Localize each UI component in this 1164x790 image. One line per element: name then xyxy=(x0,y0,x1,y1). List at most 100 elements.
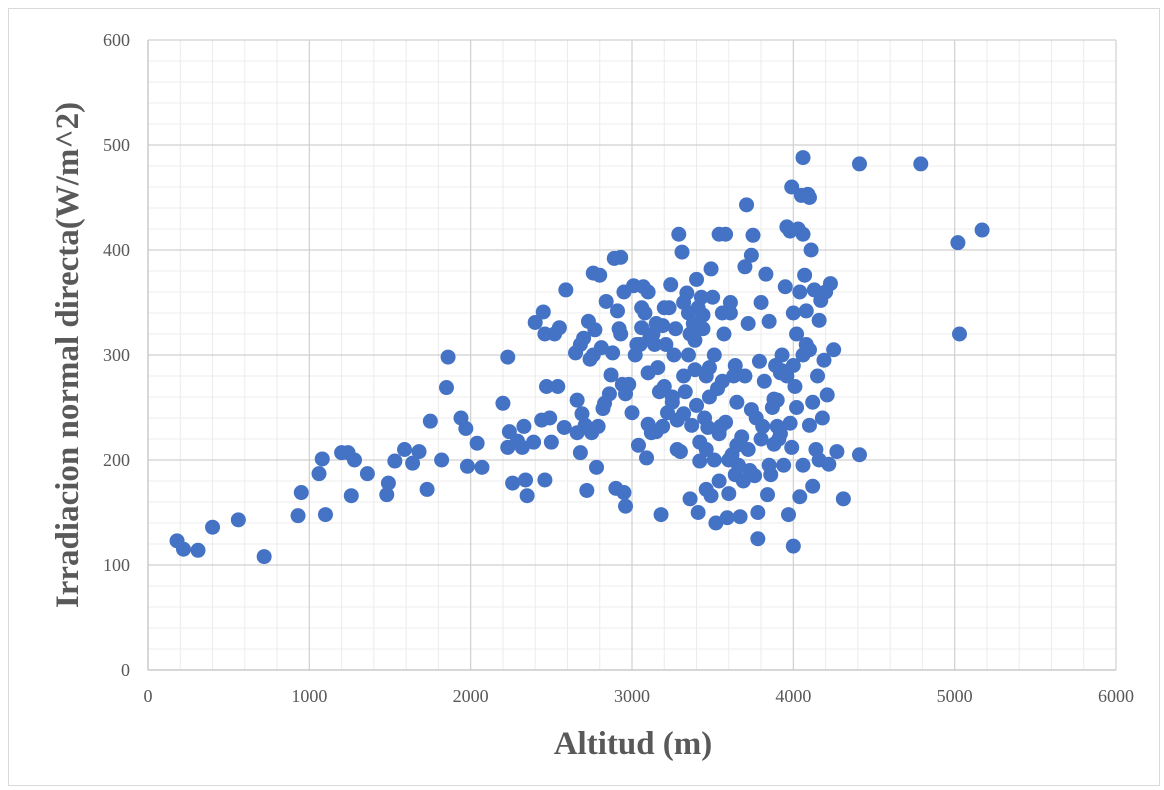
data-point xyxy=(801,342,817,358)
data-point xyxy=(795,150,811,166)
data-point xyxy=(721,486,737,502)
data-point xyxy=(950,235,966,251)
data-point xyxy=(514,439,530,455)
data-point xyxy=(314,451,330,467)
data-point xyxy=(519,488,535,504)
y-tick-label: 600 xyxy=(103,30,130,50)
data-point xyxy=(913,156,929,172)
data-point xyxy=(230,512,246,528)
data-point xyxy=(692,453,708,469)
data-point xyxy=(542,410,558,426)
data-point xyxy=(682,491,698,507)
data-point xyxy=(574,406,590,422)
data-point xyxy=(974,222,990,238)
data-point xyxy=(711,426,727,442)
data-point xyxy=(851,447,867,463)
data-point xyxy=(789,400,805,415)
data-point xyxy=(756,373,772,389)
data-point xyxy=(689,397,705,413)
data-point xyxy=(495,395,511,411)
data-point xyxy=(551,320,567,336)
data-point xyxy=(718,414,734,430)
data-point xyxy=(801,190,817,205)
data-point xyxy=(729,394,745,410)
data-point xyxy=(598,293,614,309)
data-point xyxy=(792,489,808,505)
data-point xyxy=(664,389,680,405)
data-point xyxy=(816,352,832,368)
data-point xyxy=(535,304,551,320)
data-point xyxy=(590,418,606,434)
data-point xyxy=(739,197,755,213)
data-point xyxy=(505,475,521,491)
data-point xyxy=(569,392,585,408)
data-point xyxy=(527,314,543,330)
data-point xyxy=(359,466,375,482)
data-point xyxy=(676,368,692,384)
data-point xyxy=(743,247,759,263)
data-point xyxy=(587,322,603,338)
data-point xyxy=(743,402,759,418)
data-point xyxy=(703,488,719,504)
data-point xyxy=(747,468,763,484)
data-point xyxy=(585,347,601,363)
data-point xyxy=(616,485,632,501)
data-point xyxy=(419,481,435,497)
data-point xyxy=(518,472,534,488)
data-point xyxy=(716,326,732,342)
data-point xyxy=(458,421,474,436)
data-point xyxy=(711,473,727,489)
data-point xyxy=(718,226,734,242)
data-point xyxy=(663,277,679,293)
data-point xyxy=(317,507,333,523)
data-point xyxy=(722,305,738,321)
data-point xyxy=(810,368,826,384)
data-point xyxy=(643,425,659,441)
data-point xyxy=(650,360,666,376)
data-point xyxy=(634,320,650,336)
data-point xyxy=(558,282,574,298)
data-point xyxy=(658,337,674,352)
data-point xyxy=(732,509,748,525)
data-point xyxy=(526,434,542,450)
data-point xyxy=(293,485,309,501)
data-point xyxy=(474,459,490,475)
data-point xyxy=(656,300,672,316)
data-point xyxy=(774,347,790,363)
data-point xyxy=(761,313,777,329)
data-point xyxy=(714,373,730,389)
data-point xyxy=(668,321,684,337)
data-point xyxy=(792,284,808,300)
data-point xyxy=(676,406,692,422)
x-tick-label: 5000 xyxy=(937,686,973,706)
data-point xyxy=(750,531,766,547)
axes xyxy=(147,40,1116,671)
data-points xyxy=(169,150,990,565)
data-point xyxy=(695,307,711,323)
data-point xyxy=(761,457,777,473)
data-point xyxy=(701,389,717,405)
data-point xyxy=(703,261,719,277)
data-point xyxy=(722,295,738,310)
data-point xyxy=(784,439,800,455)
data-point xyxy=(579,482,595,498)
data-point xyxy=(648,316,664,331)
data-point xyxy=(347,452,363,468)
data-point xyxy=(621,376,637,392)
data-point xyxy=(603,367,619,383)
data-point xyxy=(753,431,769,447)
x-axis-title: Altitud (m) xyxy=(554,726,713,762)
data-point xyxy=(405,455,421,471)
data-point xyxy=(740,316,756,331)
data-point xyxy=(706,452,722,468)
data-point xyxy=(777,279,793,295)
data-point xyxy=(516,418,532,434)
data-point xyxy=(737,259,753,275)
data-point xyxy=(698,368,714,384)
data-point xyxy=(639,450,655,466)
data-point xyxy=(751,353,767,369)
data-point xyxy=(669,442,685,457)
data-point xyxy=(693,289,709,305)
data-point xyxy=(647,337,663,352)
data-point xyxy=(785,305,801,321)
